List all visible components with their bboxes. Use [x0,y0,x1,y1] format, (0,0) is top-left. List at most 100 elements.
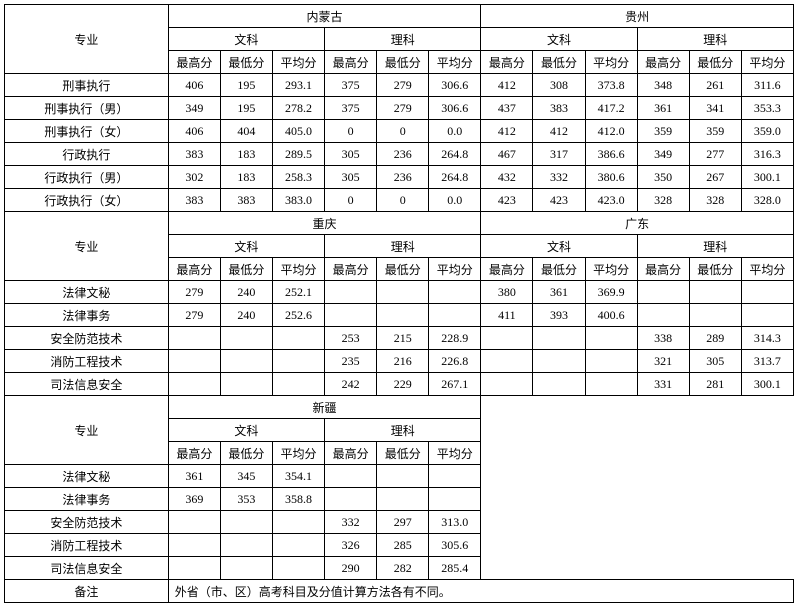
col-low: 最低分 [533,258,585,281]
score-cell: 423 [533,189,585,212]
col-avg: 平均分 [429,51,481,74]
table-row: 法律文秘279240252.1380361369.9 [5,281,794,304]
score-cell: 412 [481,120,533,143]
score-cell: 353 [220,488,272,511]
score-cell: 279 [377,74,429,97]
score-cell [325,465,377,488]
major-name: 安全防范技术 [5,511,169,534]
score-cell: 236 [377,143,429,166]
table-row: 消防工程技术326285305.6 [5,534,794,557]
score-cell [741,304,793,327]
score-cell: 393 [533,304,585,327]
major-name: 司法信息安全 [5,557,169,580]
score-cell: 305 [325,143,377,166]
score-cell [168,373,220,396]
score-cell: 383.0 [272,189,324,212]
major-name: 刑事执行（女） [5,120,169,143]
province-cq: 重庆 [168,212,481,235]
score-cell: 195 [220,74,272,97]
score-cell: 267 [689,166,741,189]
score-cell: 341 [689,97,741,120]
major-name: 安全防范技术 [5,327,169,350]
score-cell: 423 [481,189,533,212]
cq-wen: 文科 [168,235,324,258]
col-low: 最低分 [689,258,741,281]
score-cell: 300.1 [741,373,793,396]
score-cell: 229 [377,373,429,396]
score-cell [168,327,220,350]
table-row: 刑事执行（女）406404405.0000.0412412412.0359359… [5,120,794,143]
major-name: 行政执行（男） [5,166,169,189]
gd-li: 理科 [637,235,793,258]
col-high: 最高分 [481,51,533,74]
score-cell: 350 [637,166,689,189]
score-cell: 285.4 [429,557,481,580]
score-cell [429,488,481,511]
table-row: 行政执行（女）383383383.0000.0423423423.0328328… [5,189,794,212]
score-cell [377,488,429,511]
score-cell: 361 [168,465,220,488]
score-cell: 359.0 [741,120,793,143]
nm-li: 理科 [325,28,481,51]
gd-wen: 文科 [481,235,637,258]
col-low: 最低分 [220,442,272,465]
score-cell: 0 [325,120,377,143]
col-high: 最高分 [637,51,689,74]
score-cell: 252.1 [272,281,324,304]
col-high: 最高分 [325,258,377,281]
score-cell: 293.1 [272,74,324,97]
score-cell: 406 [168,120,220,143]
score-cell: 386.6 [585,143,637,166]
score-cell [325,488,377,511]
score-cell [325,281,377,304]
score-cell: 282 [377,557,429,580]
table-row: 安全防范技术332297313.0 [5,511,794,534]
table-row: 安全防范技术253215228.9338289314.3 [5,327,794,350]
remark-label: 备注 [5,580,169,603]
score-cell: 261 [689,74,741,97]
score-cell: 332 [325,511,377,534]
score-cell: 405.0 [272,120,324,143]
score-cell: 383 [168,143,220,166]
score-cell: 240 [220,304,272,327]
score-cell [272,373,324,396]
score-cell: 285 [377,534,429,557]
col-low: 最低分 [377,442,429,465]
score-cell: 281 [689,373,741,396]
score-cell: 236 [377,166,429,189]
score-cell [377,281,429,304]
score-cell: 305 [689,350,741,373]
score-cell [429,465,481,488]
score-cell: 412.0 [585,120,637,143]
col-low: 最低分 [689,51,741,74]
score-cell: 278.2 [272,97,324,120]
score-cell: 277 [689,143,741,166]
score-cell: 383 [168,189,220,212]
score-cell [481,373,533,396]
score-cell [220,327,272,350]
score-cell: 411 [481,304,533,327]
province-nm: 内蒙古 [168,5,481,28]
major-name: 行政执行 [5,143,169,166]
score-cell: 297 [377,511,429,534]
major-name: 行政执行（女） [5,189,169,212]
score-cell: 383 [220,189,272,212]
table-row: 刑事执行（男）349195278.2375279306.6437383417.2… [5,97,794,120]
score-cell [377,304,429,327]
score-cell: 264.8 [429,166,481,189]
score-cell: 253 [325,327,377,350]
score-cell: 226.8 [429,350,481,373]
score-cell: 305.6 [429,534,481,557]
score-cell [637,304,689,327]
col-avg: 平均分 [272,442,324,465]
score-cell: 258.3 [272,166,324,189]
score-cell: 369 [168,488,220,511]
score-cell: 380 [481,281,533,304]
score-cell [272,557,324,580]
score-cell: 432 [481,166,533,189]
score-cell [272,327,324,350]
score-cell: 404 [220,120,272,143]
score-cell: 423.0 [585,189,637,212]
score-cell: 300.1 [741,166,793,189]
score-cell [325,304,377,327]
